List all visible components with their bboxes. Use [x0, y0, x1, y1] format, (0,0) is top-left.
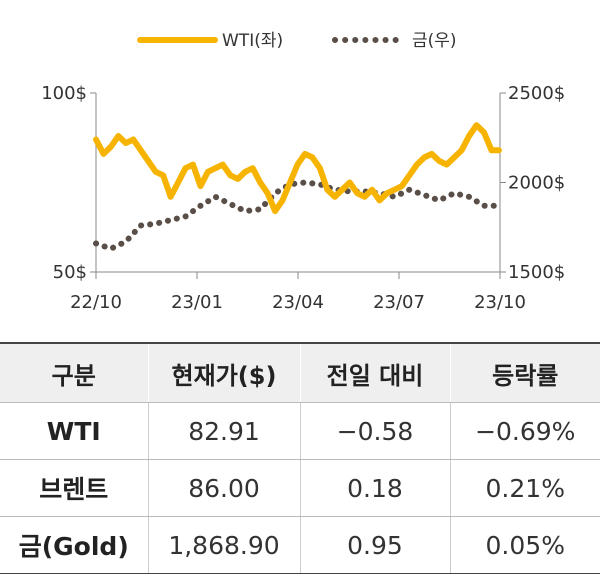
y-right-tick-label: 1500$	[508, 262, 565, 283]
y-left-tick-label: 100$	[41, 83, 87, 104]
legend-wti-label: WTI(좌)	[222, 31, 283, 51]
header-rate: 등락률	[449, 342, 600, 403]
x-tick-label: 23/10	[474, 292, 526, 313]
row-rate: 0.05%	[449, 516, 600, 574]
row-rate: 0.21%	[449, 459, 600, 517]
price-table: 구분 현재가($) 전일 대비 등락률 WTI 82.91 −0.58 −0.6…	[0, 342, 600, 574]
table-row: 금(Gold) 1,868.90 0.95 0.05%	[0, 516, 600, 574]
wti-series-line	[93, 122, 502, 215]
y-right-tick-label: 2500$	[508, 83, 565, 104]
x-tick-label: 23/07	[373, 292, 425, 313]
row-price: 1,868.90	[147, 516, 300, 574]
row-change: 0.95	[299, 516, 450, 574]
row-name: WTI	[0, 402, 148, 460]
x-tick-label: 22/10	[70, 292, 122, 313]
row-rate: −0.69%	[449, 402, 600, 460]
row-price: 86.00	[147, 459, 300, 517]
header-change: 전일 대비	[299, 342, 450, 403]
table-row: WTI 82.91 −0.58 −0.69%	[0, 402, 600, 460]
y-left-tick-label: 50$	[53, 262, 87, 283]
row-name: 금(Gold)	[0, 516, 148, 574]
row-name: 브렌트	[0, 459, 148, 517]
series-gold	[93, 179, 502, 252]
row-change: 0.18	[299, 459, 450, 517]
chart-legend: WTI(좌) 금(우)	[137, 31, 457, 51]
gold-series-line	[93, 179, 502, 252]
row-change: −0.58	[299, 402, 450, 460]
legend-gold-label: 금(우)	[412, 31, 457, 51]
x-tick-label: 23/01	[171, 292, 223, 313]
chart-axes	[95, 93, 501, 273]
header-category: 구분	[0, 342, 148, 403]
chart-ticks: 100$ 50$ 2500$ 2000$ 1500$ 22/10 23/01 23/04 23/…	[41, 83, 565, 313]
table-header-row: 구분 현재가($) 전일 대비 등락률	[0, 342, 600, 403]
x-tick-label: 23/04	[272, 292, 324, 313]
table-row: 브렌트 86.00 0.18 0.21%	[0, 459, 600, 517]
commodity-price-chart: WTI(좌) 금(우) 100$ 50$ 2500$ 2000$ 1500$ 22/10 2…	[41, 31, 565, 313]
row-price: 82.91	[147, 402, 300, 460]
series-wti	[93, 122, 502, 215]
header-price: 현재가($)	[147, 342, 300, 403]
y-right-tick-label: 2000$	[508, 173, 565, 194]
